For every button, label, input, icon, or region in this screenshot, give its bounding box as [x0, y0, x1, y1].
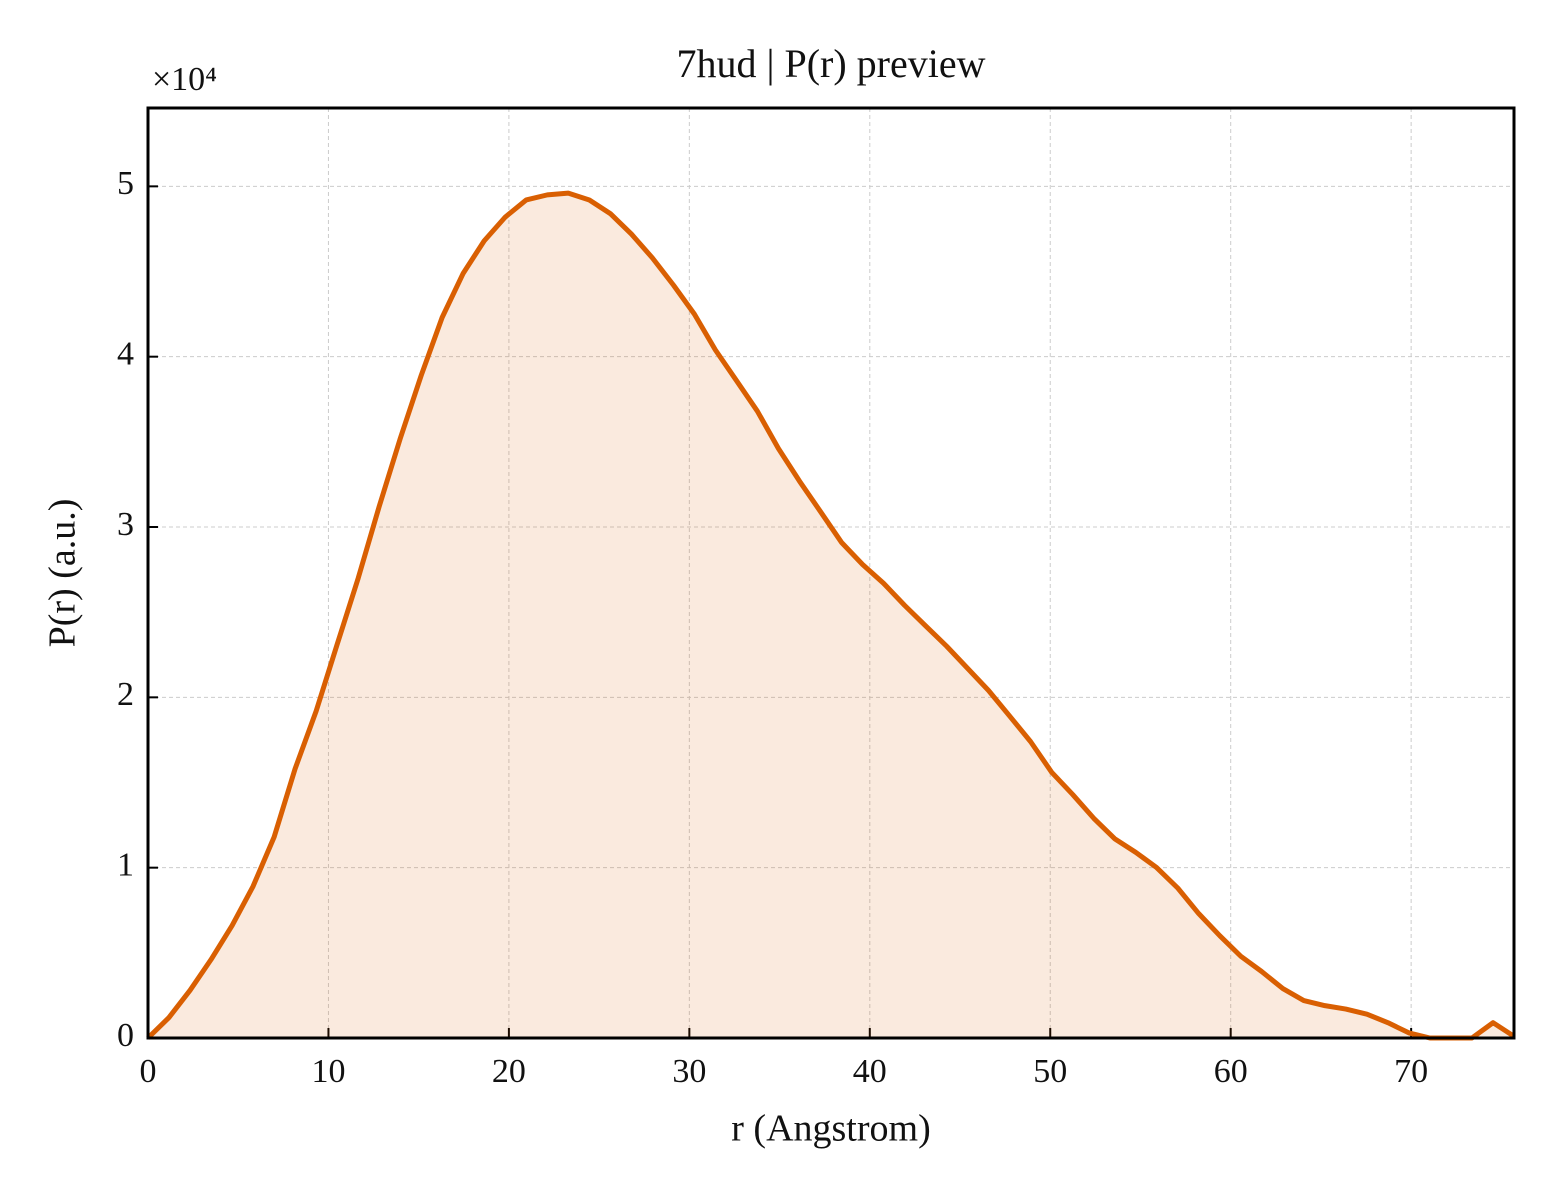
- x-tick-label: 10: [311, 1053, 345, 1090]
- x-tick-label: 40: [853, 1053, 887, 1090]
- y-tick-label: 0: [117, 1017, 134, 1054]
- x-tick-label: 60: [1214, 1053, 1248, 1090]
- y-axis-label: P(r) (a.u.): [42, 499, 84, 648]
- y-tick-label: 1: [117, 846, 134, 883]
- x-tick-label: 20: [492, 1053, 526, 1090]
- plot-frame: [146, 106, 1516, 1040]
- y-tick-label: 5: [117, 165, 134, 202]
- area-fill: [148, 193, 1514, 1038]
- x-tick-label: 50: [1033, 1053, 1067, 1090]
- x-axis-label: r (Angstrom): [731, 1108, 930, 1150]
- chart-title: 7hud | P(r) preview: [676, 41, 985, 86]
- y-tick-label: 4: [117, 335, 134, 372]
- y-tick-label: 3: [117, 506, 134, 543]
- x-tick-label: 0: [140, 1053, 157, 1090]
- y-tick-label: 2: [117, 676, 134, 713]
- x-tick-label: 70: [1394, 1053, 1428, 1090]
- y-scale-label: ×10⁴: [152, 61, 217, 98]
- data-line: [146, 190, 1516, 1041]
- x-tick-label: 30: [672, 1053, 706, 1090]
